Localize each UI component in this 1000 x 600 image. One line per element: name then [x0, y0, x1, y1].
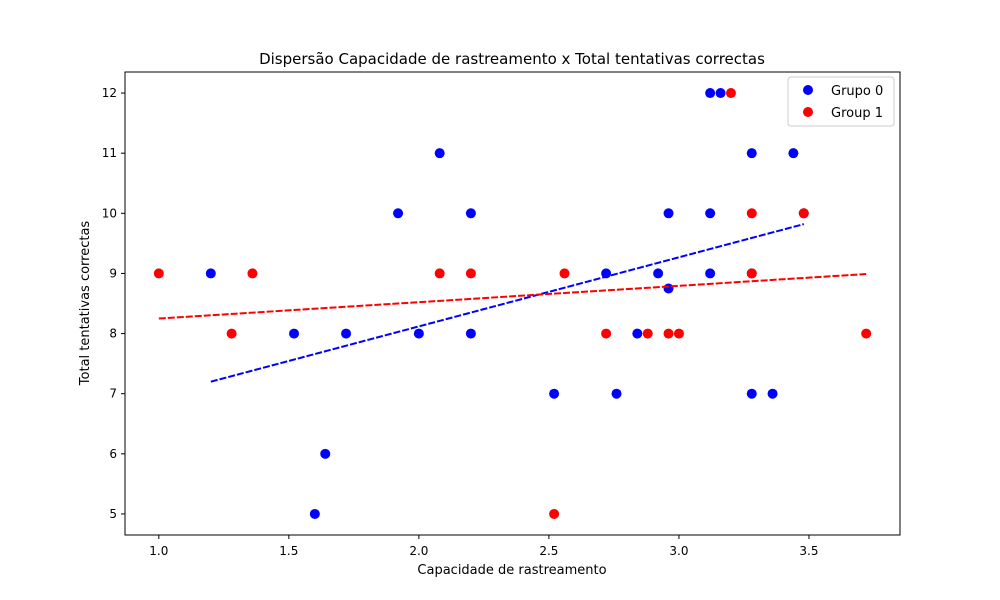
series-1-point	[798, 208, 809, 219]
y-tick-label: 7	[109, 387, 117, 401]
series-0-point	[549, 388, 560, 399]
series-0-point	[653, 268, 664, 279]
series-0-point	[788, 148, 799, 159]
series-0-point	[309, 508, 320, 519]
series-0-point	[341, 328, 352, 339]
x-tick-label: 3.5	[799, 544, 818, 558]
x-tick-label: 2.0	[409, 544, 428, 558]
series-1-point	[434, 268, 445, 279]
x-tick-label: 1.5	[279, 544, 298, 558]
series-1-point	[247, 268, 258, 279]
legend-label: Grupo 0	[831, 84, 883, 99]
series-0-point	[320, 448, 331, 459]
y-tick-label: 11	[102, 146, 117, 160]
series-0-point	[465, 328, 476, 339]
series-1-point	[746, 268, 757, 279]
series-1-point	[673, 328, 684, 339]
y-axis-label: Total tentativas correctas	[78, 221, 93, 387]
series-0-point	[715, 88, 726, 99]
series-0-point	[663, 283, 674, 294]
legend-marker	[803, 85, 813, 95]
plot-frame	[124, 71, 901, 536]
plot-area	[153, 88, 872, 519]
series-0-trendline	[210, 223, 805, 383]
series-1-trendline	[158, 273, 867, 320]
x-tick-label: 2.5	[539, 544, 558, 558]
series-0-point	[705, 268, 716, 279]
y-tick-label: 9	[109, 266, 117, 280]
x-axis-label: Capacidade de rastreamento	[417, 563, 606, 578]
x-tick-label: 1.0	[149, 544, 168, 558]
series-0-point	[705, 208, 716, 219]
series-1-point	[559, 268, 570, 279]
series-0-point	[746, 148, 757, 159]
chart-title: Dispersão Capacidade de rastreamento x T…	[259, 50, 765, 68]
series-0-point	[746, 388, 757, 399]
y-axis: 5 6 7 8 9 10 11 12	[102, 86, 125, 521]
series-0-point	[705, 88, 716, 99]
series-1-point	[465, 268, 476, 279]
series-0-point	[434, 148, 445, 159]
series-1-point	[746, 208, 757, 219]
legend-marker	[803, 107, 813, 117]
legend-box	[787, 76, 895, 127]
series-1-point	[601, 328, 612, 339]
series-0-point	[663, 208, 674, 219]
series-0-point	[413, 328, 424, 339]
series-0-point	[289, 328, 300, 339]
series-1-point	[642, 328, 653, 339]
y-tick-label: 6	[109, 447, 117, 461]
series-1-point	[153, 268, 164, 279]
series-1-point	[861, 328, 872, 339]
y-tick-label: 5	[109, 507, 117, 521]
series-1-point	[725, 88, 736, 99]
x-axis: 1.0 1.5 2.0 2.5 3.0 3.5	[149, 535, 819, 558]
series-0-point	[465, 208, 476, 219]
legend-label: Group 1	[831, 106, 883, 121]
series-0-point	[632, 328, 643, 339]
legend: Grupo 0 Group 1	[787, 76, 895, 127]
series-1-point	[226, 328, 237, 339]
y-tick-label: 12	[102, 86, 117, 100]
series-1-point	[663, 328, 674, 339]
y-tick-label: 8	[109, 327, 117, 341]
series-0-point	[611, 388, 622, 399]
series-0-point	[767, 388, 778, 399]
series-0-point	[205, 268, 216, 279]
x-tick-label: 3.0	[669, 544, 688, 558]
series-0-point	[393, 208, 404, 219]
series-1-point	[549, 508, 560, 519]
y-tick-label: 10	[102, 206, 117, 220]
